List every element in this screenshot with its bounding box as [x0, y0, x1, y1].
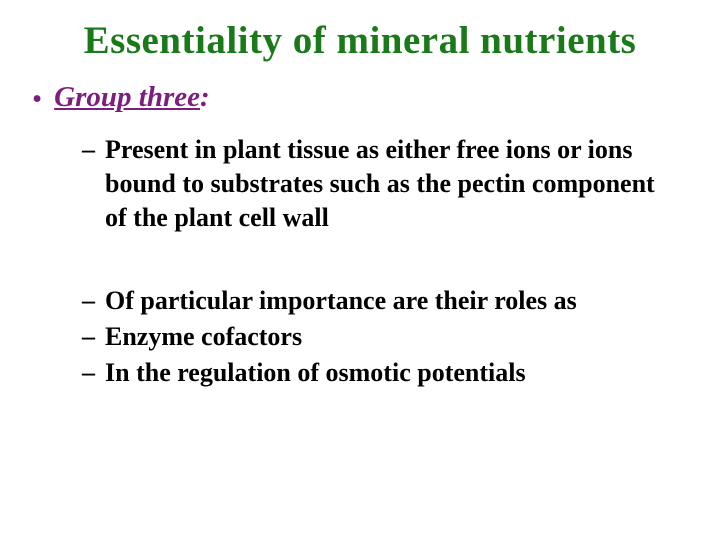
bullet-level1-underlined: Group three: [54, 81, 200, 113]
dash-icon: –: [82, 284, 95, 318]
sub-bullet: – Present in plant tissue as either free…: [82, 133, 682, 236]
sub-bullet: – Of particular importance are their rol…: [82, 284, 682, 318]
dash-icon: –: [82, 356, 95, 390]
bullet-level1-rest: :: [200, 81, 210, 113]
sub-bullet: – Enzyme cofactors: [82, 320, 682, 354]
spacer: [28, 238, 692, 284]
dash-icon: –: [82, 133, 95, 167]
bullet-level1-text: Group three:: [54, 81, 210, 114]
sub-bullet-text: Present in plant tissue as either free i…: [105, 133, 682, 236]
bullet-group-three: • Group three:: [32, 81, 692, 119]
sub-bullet-text: In the regulation of osmotic potentials: [105, 356, 526, 390]
slide: Essentiality of mineral nutrients • Grou…: [0, 0, 720, 540]
bullet-dot: •: [32, 81, 42, 119]
slide-title: Essentiality of mineral nutrients: [28, 18, 692, 63]
sub-bullet: – In the regulation of osmotic potential…: [82, 356, 682, 390]
sub-bullets-block2: – Of particular importance are their rol…: [82, 284, 682, 391]
sub-bullet-text: Of particular importance are their roles…: [105, 284, 577, 318]
sub-bullet-text: Enzyme cofactors: [105, 320, 302, 354]
dash-icon: –: [82, 320, 95, 354]
sub-bullets-block1: – Present in plant tissue as either free…: [82, 133, 682, 236]
